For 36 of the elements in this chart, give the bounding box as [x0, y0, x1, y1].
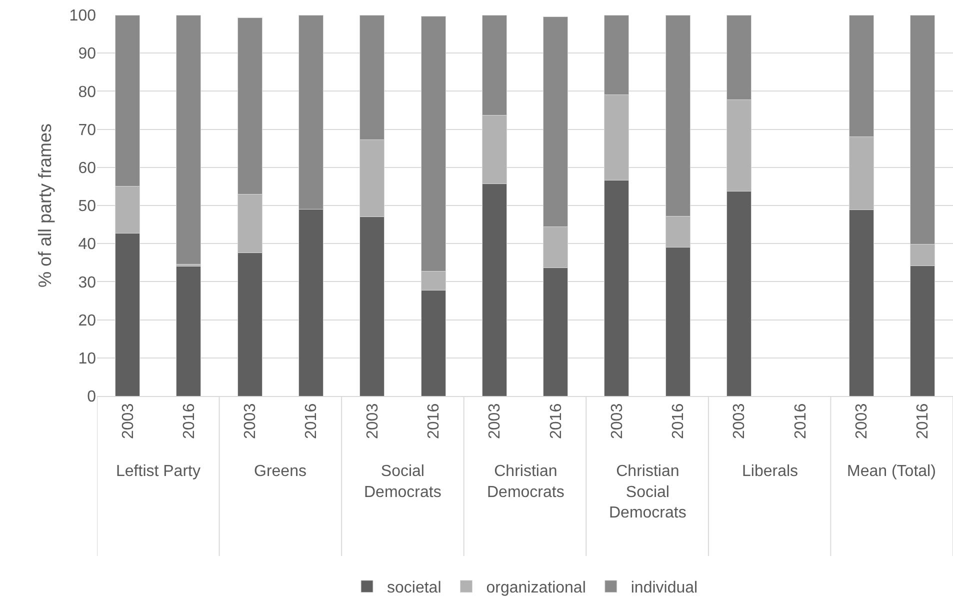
y-tick-label: 40: [78, 236, 96, 254]
text: Greens: [254, 463, 306, 480]
y-tick-label: 80: [78, 84, 96, 101]
y-tick-label: 20: [78, 312, 96, 330]
text: Social Democrats: [364, 463, 442, 501]
y-tick-label: 70: [78, 122, 96, 139]
legend-label: individual: [630, 580, 698, 597]
x-tick-label: 2003: [853, 403, 870, 439]
y-tick-label: 10: [78, 350, 96, 368]
y-tick-label: 50: [78, 198, 96, 216]
x-tick-label: 2016: [670, 403, 688, 439]
x-tick-label: 2003: [120, 403, 137, 439]
text: Liberals: [742, 463, 798, 480]
y-tick-label: 30: [78, 274, 96, 292]
y-tick-label: 90: [78, 46, 96, 63]
x-tick-label: 2016: [548, 403, 565, 439]
x-tick-label: 2003: [731, 403, 748, 439]
x-tick-label: 2003: [242, 403, 260, 439]
x-tick-label: 2016: [303, 403, 320, 439]
x-tick-label: 2016: [425, 403, 442, 439]
x-tick-label: 2016: [914, 403, 932, 439]
text: Christian Social Democrats: [609, 463, 686, 522]
x-tick-label: 2016: [792, 403, 810, 439]
x-tick-label: 2003: [364, 403, 382, 439]
y-tick-label: 0: [87, 388, 96, 406]
x-tick-label: 2003: [486, 403, 504, 439]
legend-label: organizational: [486, 580, 586, 597]
text: Leftist Party: [116, 463, 200, 480]
y-axis-title: % of all party frames: [35, 123, 55, 288]
y-tick-label: 100: [69, 8, 96, 25]
text: Christian Democrats: [487, 463, 564, 501]
y-tick-label: 60: [78, 160, 96, 177]
x-tick-label: 2016: [180, 403, 198, 439]
text: Mean (Total): [847, 463, 936, 480]
x-tick-label: 2003: [608, 403, 626, 439]
legend-label: societal: [387, 580, 442, 597]
